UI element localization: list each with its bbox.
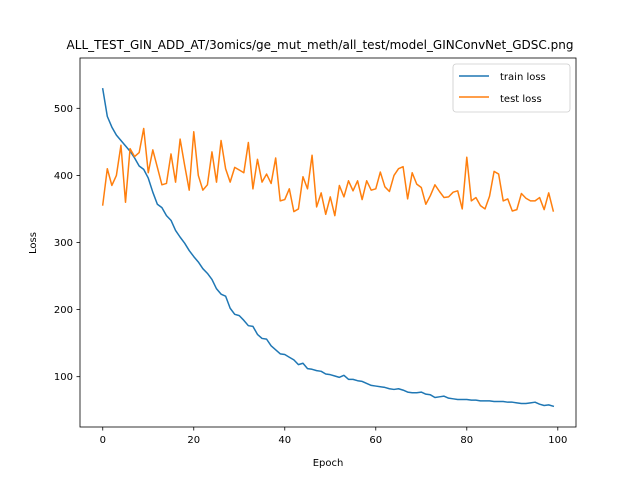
x-tick-label: 0 (100, 435, 106, 446)
y-tick-label: 300 (54, 238, 73, 249)
x-tick-label: 60 (369, 435, 382, 446)
chart-title: ALL_TEST_GIN_ADD_AT/3omics/ge_mut_meth/a… (67, 38, 574, 52)
x-tick-label: 40 (278, 435, 291, 446)
y-tick-label: 400 (54, 171, 73, 182)
legend: train loss test loss (452, 63, 571, 113)
legend-label-test-loss: test loss (500, 94, 542, 105)
series-line-test-loss (101, 127, 555, 217)
y-axis-label: Loss (28, 232, 39, 254)
series-line-train-loss (101, 87, 555, 408)
x-axis-label: Epoch (313, 458, 344, 469)
y-tick-label: 500 (54, 104, 73, 115)
plot-lines (101, 87, 555, 408)
legend-label-train-loss: train loss (500, 72, 546, 83)
y-tick-label: 200 (54, 305, 73, 316)
y-axis: 100 200 300 400 500 (54, 104, 80, 383)
y-tick-label: 100 (54, 372, 73, 383)
x-axis: 0 20 40 60 80 100 (100, 427, 567, 446)
plot-frame (79, 57, 577, 428)
x-tick-label: 100 (548, 435, 567, 446)
x-tick-label: 80 (460, 435, 473, 446)
x-tick-label: 20 (187, 435, 200, 446)
